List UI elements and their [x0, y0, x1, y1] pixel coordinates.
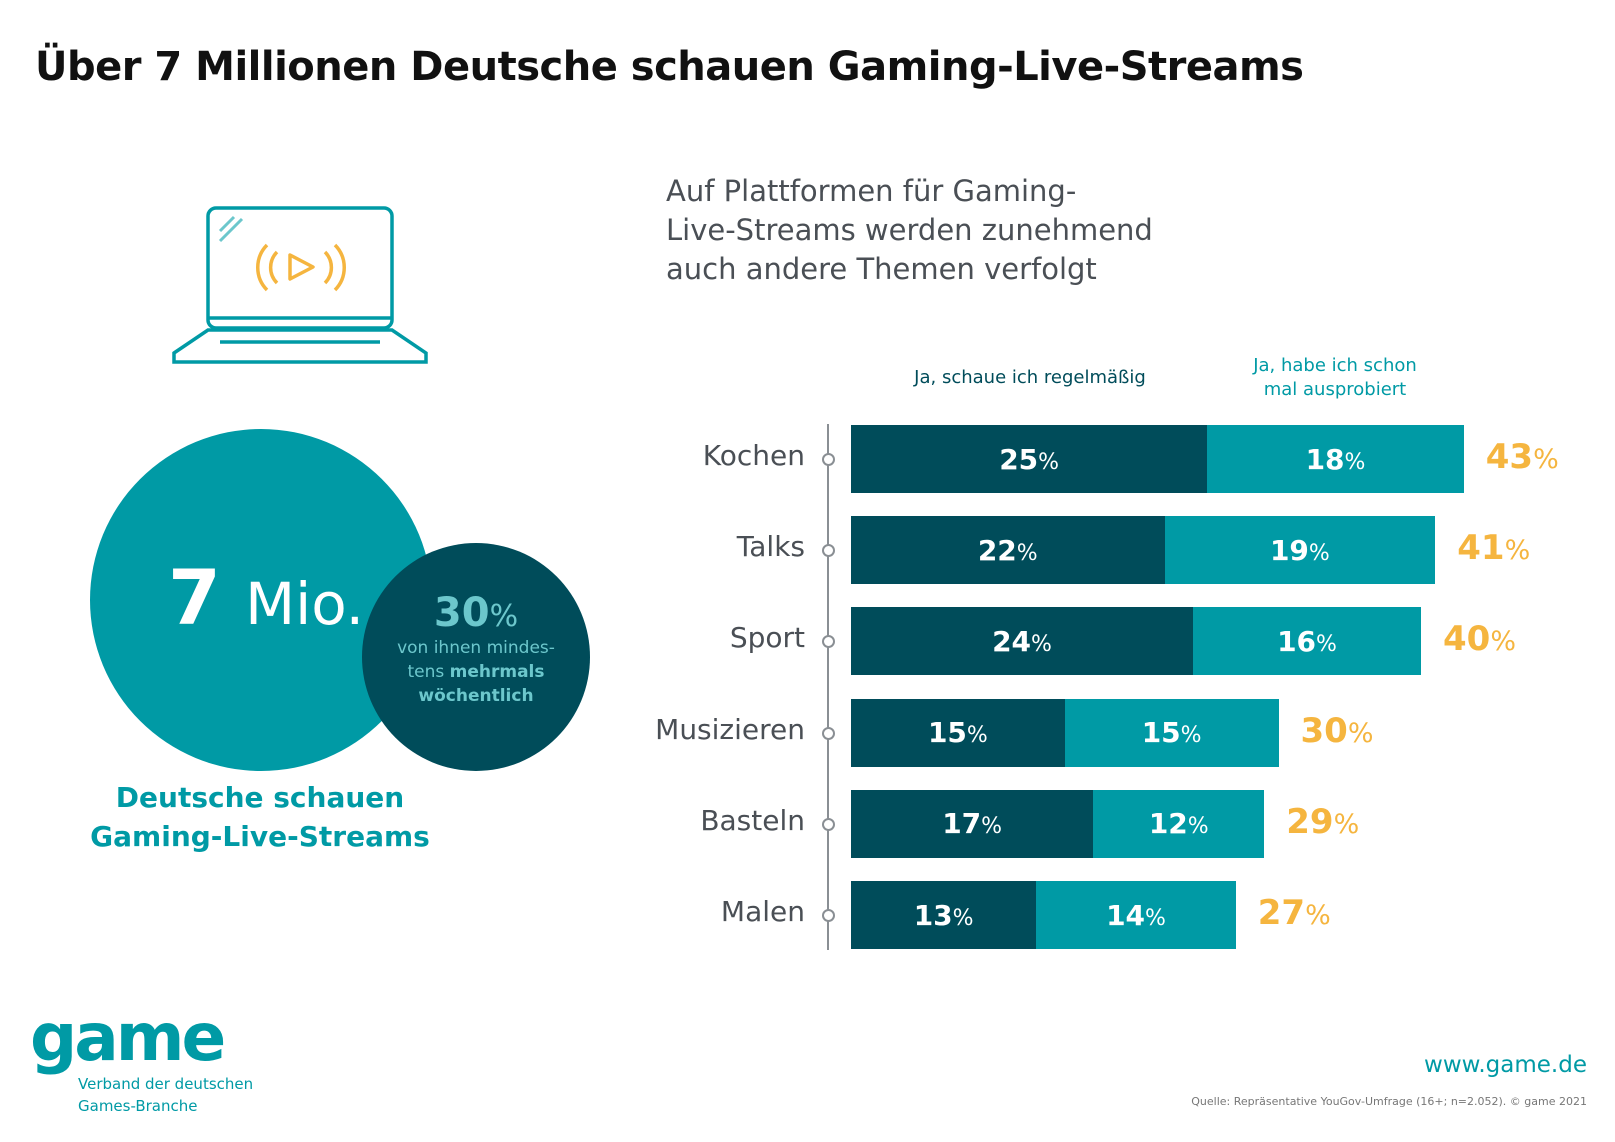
page-title: Über 7 Millionen Deutsche schauen Gaming… — [35, 44, 1304, 90]
category-label: Talks — [736, 530, 805, 564]
small-text-bold: wöchentlich — [418, 686, 534, 706]
axis-marker — [822, 817, 835, 831]
logo-tagline: Verband der deutschen Games-Branche — [78, 1073, 253, 1117]
legend-label: Ja, habe ich schon — [1253, 355, 1417, 376]
category-label: Musizieren — [655, 712, 805, 746]
bar-value-label: 15% — [927, 716, 988, 750]
bar-value-label: 12% — [1148, 807, 1209, 841]
bar-tried: 16% — [1193, 607, 1421, 676]
category-label: Kochen — [702, 439, 805, 472]
bar-tried: 15% — [1064, 698, 1279, 767]
total-label: 40% — [1443, 619, 1516, 660]
big-value: 7 — [168, 553, 221, 642]
circle-caption: Deutsche schauen Gaming-Live-Streams — [60, 778, 460, 856]
chart-title: Auf Plattformen für Gaming- Live-Streams… — [666, 172, 1226, 289]
big-unit: Mio. — [245, 570, 365, 638]
chart-title-line: Live-Streams werden zunehmend — [666, 213, 1153, 247]
big-stat: 7 Mio. — [168, 553, 364, 642]
bar-value-label: 15% — [1141, 716, 1202, 750]
category-label: Malen — [720, 895, 805, 928]
total-label: 27% — [1257, 893, 1331, 933]
bar-value-label: 22% — [977, 533, 1038, 567]
small-circle — [362, 543, 590, 771]
bar-regular: 13% — [851, 881, 1037, 949]
website-link[interactable]: www.game.de — [1424, 1052, 1587, 1078]
total-label: 43% — [1485, 437, 1559, 477]
chart-title-line: Auf Plattformen für Gaming- — [666, 174, 1077, 208]
bar-regular: 24% — [851, 607, 1193, 676]
bar-value-label: 18% — [1305, 442, 1366, 476]
legend-tried: Ja, habe ich schon mal ausprobiert — [1185, 354, 1485, 402]
bar-regular: 15% — [851, 698, 1065, 767]
bar-tried: 14% — [1036, 881, 1236, 949]
bar-tried: 12% — [1093, 789, 1265, 858]
bar-value-label: 16% — [1277, 624, 1337, 658]
bar-value-label: 13% — [913, 898, 974, 932]
legend-label: mal ausprobiert — [1263, 379, 1407, 400]
small-value: 30 — [433, 590, 490, 636]
category-label: Basteln — [700, 803, 805, 837]
small-text-bold: mehrmals — [449, 662, 545, 682]
caption-line: Deutsche schauen — [115, 781, 405, 814]
category-label: Sport — [729, 621, 805, 655]
tagline-line: Games-Branche — [78, 1097, 198, 1115]
small-text: tens — [407, 662, 450, 682]
legend-label: Ja, schaue ich regelmäßig — [914, 367, 1146, 388]
small-text: von ihnen mindes- — [397, 638, 555, 658]
bar-tried: 18% — [1207, 425, 1464, 493]
chart-title-line: auch andere Themen verfolgt — [666, 252, 1097, 286]
bar-regular: 25% — [851, 425, 1208, 493]
total-label: 29% — [1286, 801, 1360, 842]
big-circle — [90, 429, 432, 771]
axis-marker — [822, 635, 835, 649]
total-label: 30% — [1300, 710, 1374, 751]
bar-value-label: 24% — [992, 624, 1052, 658]
game-logo: game — [30, 999, 226, 1076]
bar-regular: 17% — [851, 789, 1094, 858]
small-stat: 30% von ihnen mindes-tens mehrmals wöchen… — [362, 590, 590, 708]
axis-marker — [822, 726, 835, 740]
legend-regular: Ja, schaue ich regelmäßig — [880, 366, 1180, 390]
axis-marker — [822, 544, 835, 558]
bar-value-label: 14% — [1106, 898, 1166, 932]
source-note: Quelle: Repräsentative YouGov-Umfrage (1… — [1191, 1095, 1587, 1108]
bar-regular: 22% — [851, 516, 1165, 585]
laptop-live-stream-icon — [172, 206, 428, 364]
axis-marker — [822, 909, 835, 922]
tagline-line: Verband der deutschen — [78, 1075, 254, 1093]
bar-tried: 19% — [1164, 516, 1436, 585]
caption-line: Gaming-Live-Streams — [90, 820, 430, 853]
bar-value-label: 19% — [1269, 533, 1330, 567]
small-unit: % — [489, 599, 519, 634]
total-label: 41% — [1457, 528, 1531, 569]
bar-value-label: 25% — [999, 442, 1060, 476]
bar-value-label: 17% — [942, 807, 1003, 841]
axis-line — [827, 424, 829, 950]
axis-marker — [822, 453, 835, 466]
